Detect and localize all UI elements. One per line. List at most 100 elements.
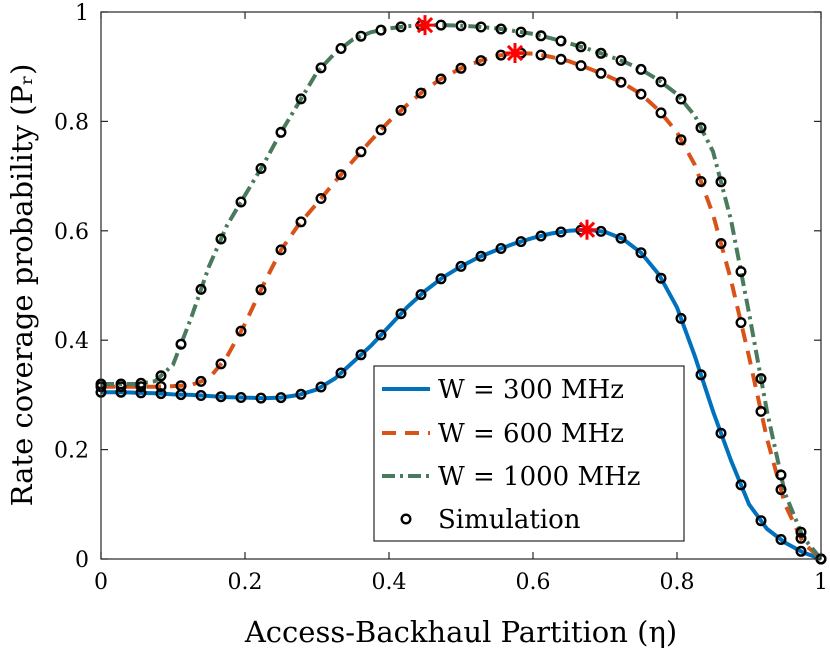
simulation-point: [615, 55, 627, 67]
simulation-point: [335, 169, 347, 181]
x-tick-label: 1: [814, 570, 828, 595]
simulation-point: [395, 21, 407, 33]
series-line-2: [101, 51, 823, 561]
simulation-point: [455, 260, 467, 272]
simulation-point: [715, 237, 727, 249]
simulation-point: [675, 312, 687, 324]
optimum-marker: [577, 219, 597, 240]
legend-simulation-marker: [400, 513, 412, 525]
simulation-point: [495, 242, 507, 254]
simulation-point: [295, 216, 307, 228]
simulation-point: [755, 405, 767, 417]
simulation-point: [295, 93, 307, 105]
x-axis-label: Access-Backhaul Partition (η): [244, 615, 677, 649]
simulation-point: [495, 23, 507, 35]
simulation-point: [555, 35, 567, 47]
legend-box: [373, 365, 685, 542]
simulation-point: [435, 73, 447, 85]
simulation-point: [335, 367, 347, 379]
simulation-point: [175, 338, 187, 350]
y-tick-label: 0.2: [54, 439, 89, 464]
series-line-1: [101, 227, 822, 561]
simulation-point: [235, 196, 247, 208]
simulation-point: [615, 76, 627, 88]
simulation-point: [775, 534, 787, 546]
simulation-point: [475, 55, 487, 67]
series-line-3: [101, 23, 823, 561]
y-tick-label: 1: [75, 1, 89, 26]
simulation-point: [215, 391, 227, 403]
simulation-point: [735, 317, 747, 329]
simulation-point: [255, 162, 267, 174]
simulation-point: [215, 358, 227, 370]
simulation-point: [455, 20, 467, 32]
simulation-point: [355, 30, 367, 42]
simulation-point: [155, 381, 167, 393]
simulation-point: [135, 377, 147, 389]
simulation-point: [435, 19, 447, 31]
simulation-point: [155, 388, 167, 400]
simulation-point: [715, 176, 727, 188]
simulation-point: [255, 284, 267, 296]
simulation-point: [315, 62, 327, 74]
simulation-point: [235, 392, 247, 404]
simulation-point: [675, 93, 687, 105]
simulation-point: [355, 146, 367, 158]
y-tick-label: 0: [75, 548, 89, 573]
simulation-point: [475, 250, 487, 262]
simulation-point: [535, 30, 547, 42]
simulation-point: [755, 373, 767, 385]
simulation-point: [795, 526, 807, 538]
simulation-point: [735, 479, 747, 491]
simulation-point: [775, 484, 787, 496]
series-layer: [101, 23, 823, 561]
x-tick-label: 0.4: [372, 570, 407, 595]
simulation-point: [375, 329, 387, 341]
simulation-point: [415, 289, 427, 301]
simulation-point: [375, 24, 387, 36]
simulation-point: [215, 233, 227, 245]
simulation-point: [555, 53, 567, 65]
simulation-point: [195, 375, 207, 387]
simulation-point: [595, 47, 607, 59]
optimum-marker-layer: [415, 15, 597, 240]
legend-label-3: W = 1000 MHz: [438, 462, 640, 492]
simulation-point: [395, 104, 407, 116]
simulation-point: [535, 230, 547, 242]
simulation-point: [295, 388, 307, 400]
simulation-layer: [95, 19, 827, 565]
y-axis-label: Rate coverage probability (Pᵣ): [5, 64, 39, 507]
x-tick-label: 0: [94, 570, 108, 595]
simulation-point: [395, 308, 407, 320]
simulation-point: [715, 427, 727, 439]
x-tick-label: 0.2: [228, 570, 263, 595]
simulation-point: [695, 369, 707, 381]
simulation-point: [515, 26, 527, 38]
simulation-point: [655, 76, 667, 88]
simulation-point: [275, 126, 287, 138]
simulation-point: [415, 87, 427, 99]
optimum-marker: [505, 43, 525, 64]
simulation-point: [275, 392, 287, 404]
simulation-point: [275, 244, 287, 256]
simulation-point: [515, 236, 527, 248]
simulation-point: [595, 225, 607, 237]
simulation-point: [375, 124, 387, 136]
simulation-point: [455, 62, 467, 74]
y-tick-label: 0.6: [54, 220, 89, 245]
simulation-point: [675, 134, 687, 146]
y-tick-label: 0.8: [54, 110, 89, 135]
simulation-point: [795, 532, 807, 544]
simulation-point: [555, 226, 567, 238]
simulation-point: [655, 272, 667, 284]
simulation-point: [355, 349, 367, 361]
simulation-point: [495, 49, 507, 61]
optimum-marker: [415, 15, 435, 36]
simulation-point: [575, 60, 587, 72]
simulation-point: [635, 247, 647, 259]
simulation-point: [195, 390, 207, 402]
tick-layer: 0 0.2 0.4 0.6 0.8 1 0 0.2 0.4 0.6 0.8 1: [54, 1, 828, 595]
simulation-point: [315, 381, 327, 393]
simulation-point: [735, 266, 747, 278]
